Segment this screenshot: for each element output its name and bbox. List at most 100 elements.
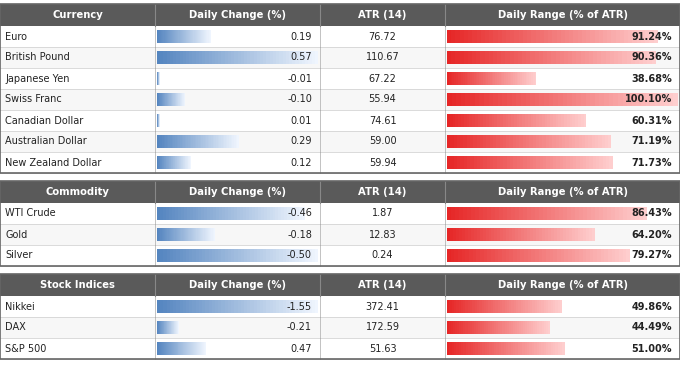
Bar — [453, 114, 456, 127]
Bar — [202, 228, 203, 241]
Bar — [461, 72, 463, 85]
Bar — [518, 72, 520, 85]
Bar — [523, 156, 526, 169]
Bar — [477, 135, 480, 148]
Bar — [513, 135, 516, 148]
Bar — [184, 207, 186, 220]
Bar — [517, 72, 518, 85]
Bar — [506, 30, 510, 43]
Text: 1.87: 1.87 — [372, 209, 393, 218]
Bar — [464, 342, 466, 355]
Bar — [202, 342, 203, 355]
Bar — [513, 321, 515, 334]
Text: 12.83: 12.83 — [369, 229, 396, 240]
Bar — [180, 249, 183, 262]
Bar — [229, 135, 231, 148]
Bar — [173, 249, 176, 262]
Bar — [215, 51, 218, 64]
Bar — [184, 228, 185, 241]
Bar — [597, 51, 602, 64]
Text: 71.19%: 71.19% — [632, 136, 672, 147]
Bar — [454, 72, 456, 85]
Bar — [506, 72, 508, 85]
Bar — [585, 135, 588, 148]
Bar — [532, 300, 534, 313]
Bar — [481, 30, 485, 43]
Bar — [632, 93, 636, 106]
Text: 51.63: 51.63 — [369, 344, 396, 353]
Bar — [447, 30, 452, 43]
Bar — [211, 135, 213, 148]
Bar — [594, 30, 599, 43]
Bar — [160, 207, 163, 220]
Bar — [211, 228, 213, 241]
Bar — [269, 207, 273, 220]
Bar — [161, 30, 163, 43]
Bar — [0, 224, 680, 245]
Bar — [474, 321, 476, 334]
Bar — [454, 342, 456, 355]
Bar — [490, 135, 493, 148]
Bar — [598, 135, 602, 148]
Bar — [470, 135, 473, 148]
Bar — [218, 135, 219, 148]
Bar — [560, 228, 562, 241]
Bar — [608, 249, 612, 262]
Bar — [160, 228, 162, 241]
Bar — [577, 228, 581, 241]
Bar — [571, 249, 575, 262]
Bar — [548, 300, 551, 313]
Bar — [491, 300, 493, 313]
Text: Gold: Gold — [5, 229, 27, 240]
Text: 44.49%: 44.49% — [632, 323, 672, 332]
Bar — [196, 342, 197, 355]
Bar — [557, 30, 561, 43]
Bar — [606, 51, 610, 64]
Bar — [308, 249, 311, 262]
Bar — [469, 114, 472, 127]
Bar — [627, 207, 630, 220]
Bar — [596, 156, 600, 169]
Bar — [555, 207, 559, 220]
Bar — [509, 72, 511, 85]
Bar — [563, 156, 566, 169]
Bar — [250, 300, 254, 313]
Bar — [491, 207, 495, 220]
Bar — [263, 51, 267, 64]
Bar — [260, 249, 263, 262]
Bar — [495, 207, 499, 220]
Bar — [593, 156, 596, 169]
Bar — [209, 135, 211, 148]
Bar — [157, 51, 160, 64]
Bar — [198, 342, 199, 355]
Bar — [0, 274, 680, 296]
Bar — [258, 207, 260, 220]
Bar — [505, 114, 508, 127]
Bar — [515, 30, 519, 43]
Bar — [513, 342, 515, 355]
Text: Nikkei: Nikkei — [5, 302, 35, 311]
Bar — [254, 300, 257, 313]
Bar — [468, 321, 470, 334]
Bar — [503, 93, 507, 106]
Bar — [450, 228, 453, 241]
Text: -0.46: -0.46 — [287, 209, 312, 218]
Bar — [187, 228, 188, 241]
Bar — [605, 135, 608, 148]
Bar — [233, 135, 234, 148]
Bar — [532, 72, 534, 85]
Bar — [236, 135, 237, 148]
Bar — [492, 321, 494, 334]
Bar — [578, 30, 582, 43]
Bar — [543, 342, 546, 355]
Bar — [576, 156, 579, 169]
Bar — [224, 135, 226, 148]
Bar — [183, 300, 186, 313]
Bar — [159, 30, 160, 43]
Bar — [246, 207, 249, 220]
Bar — [195, 342, 196, 355]
Bar — [289, 51, 292, 64]
Bar — [630, 51, 635, 64]
Bar — [579, 207, 583, 220]
Bar — [542, 228, 545, 241]
